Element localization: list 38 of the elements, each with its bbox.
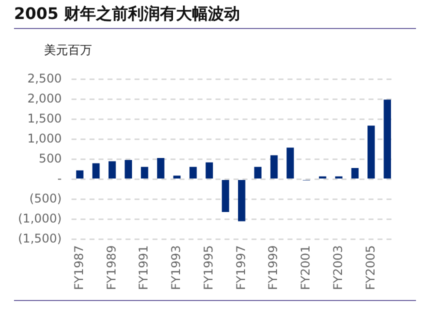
chart-title: 2005 财年之前利润有大幅波动	[14, 4, 240, 25]
y-tick-label: (1,000)	[18, 211, 62, 226]
bar	[206, 162, 213, 178]
x-tick-label: FY2001	[298, 245, 313, 290]
x-tick-label: FY2003	[330, 245, 345, 290]
bar	[140, 166, 148, 178]
bar	[254, 166, 262, 178]
bar	[270, 155, 278, 178]
y-tick-label: (500)	[29, 191, 62, 206]
y-tick-label: 1,000	[27, 131, 62, 146]
bar	[108, 161, 116, 178]
y-tick-label: 2,000	[27, 91, 62, 106]
y-tick-label: -	[57, 171, 62, 186]
bar	[157, 158, 164, 178]
x-tick-label: FY1995	[201, 245, 216, 290]
bar	[189, 166, 197, 178]
y-tick-label: 1,500	[27, 111, 62, 126]
x-tick-label: FY2005	[363, 245, 378, 290]
bar	[173, 176, 181, 178]
x-tick-label: FY1987	[72, 245, 86, 290]
bar	[351, 168, 359, 178]
bar	[76, 170, 84, 178]
x-tick-label: FY1989	[104, 245, 118, 290]
bar	[286, 148, 294, 178]
x-tick-label: FY1997	[234, 245, 248, 290]
y-tick-label: 500	[38, 151, 62, 166]
bar	[384, 100, 391, 178]
bar	[368, 126, 375, 178]
y-tick-label: (1,500)	[18, 231, 62, 246]
y-tick-label: 2,500	[27, 71, 62, 86]
bar	[124, 160, 132, 178]
x-tick-label: FY1993	[169, 245, 184, 290]
bar	[222, 180, 230, 212]
bar	[238, 180, 246, 222]
y-axis-title: 美元百万	[44, 42, 92, 59]
x-tick-label: FY1991	[136, 245, 151, 290]
bar	[92, 163, 100, 178]
x-tick-label: FY1999	[266, 245, 280, 290]
